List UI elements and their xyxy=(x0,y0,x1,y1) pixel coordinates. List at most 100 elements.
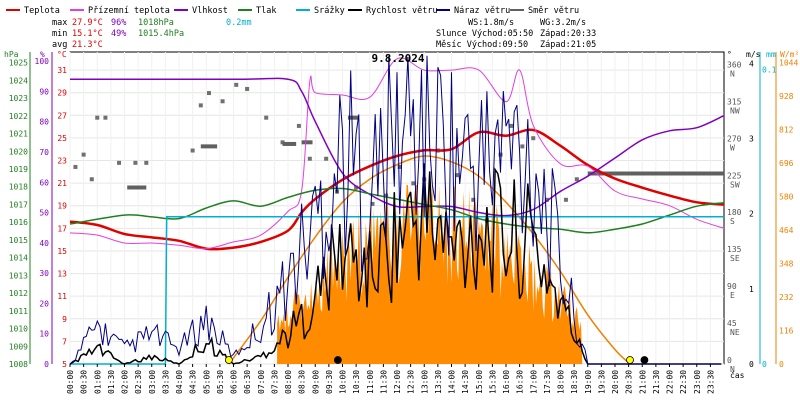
axis-tick-degc: 21 xyxy=(57,179,67,188)
legend-label: Rychlost větru xyxy=(366,6,438,16)
x-tick-label: 21:00 xyxy=(638,370,647,394)
x-tick-label: 07:30 xyxy=(270,370,279,394)
axis-unit-wm2: W/m² xyxy=(780,50,799,59)
axis-tick-wm2: 232 xyxy=(779,293,794,302)
axis-tick-dir-letter: SE xyxy=(730,254,740,263)
x-tick-label: 12:00 xyxy=(393,370,402,394)
x-tick-label: 17:30 xyxy=(543,370,552,394)
axis-tick-mm: 0.1 xyxy=(762,66,777,75)
axis-tick-degc: 19 xyxy=(57,202,67,211)
series-slunce xyxy=(228,155,631,365)
axis-tick-dir: 315 xyxy=(727,97,742,106)
axis-tick-mm: 0 xyxy=(762,360,767,369)
series-teplota xyxy=(69,128,725,251)
axis-tick-wm2: 116 xyxy=(779,326,794,335)
x-tick-label: 19:30 xyxy=(597,370,606,394)
wind-direction-point xyxy=(531,136,536,141)
axis-tick-degc: 15 xyxy=(57,247,67,256)
solar-radiation-area xyxy=(277,184,583,364)
info-text: Západ:20:33 xyxy=(540,29,596,39)
x-tick-label: 08:30 xyxy=(298,370,307,394)
x-tick-label: 16:00 xyxy=(502,370,511,394)
axis-tick-degc: 27 xyxy=(57,111,67,120)
axis-tick-degc: 17 xyxy=(57,224,67,233)
axis-tick-hpa: 1015 xyxy=(9,236,28,245)
series-n-raz-v-tru xyxy=(69,55,722,365)
x-tick-label: 22:30 xyxy=(679,370,688,394)
legend-label: Teplota xyxy=(24,6,60,16)
stat-label: min xyxy=(52,29,67,39)
wind-direction-point xyxy=(544,197,549,202)
x-tick-label: 19:00 xyxy=(584,370,593,394)
axis-unit-mm: mm xyxy=(766,50,776,59)
axis-tick-degc: 7 xyxy=(62,337,67,346)
wind-direction-point xyxy=(296,123,301,128)
axis-tick-dir: 45 xyxy=(727,319,737,328)
x-tick-label: 11:30 xyxy=(379,370,388,394)
series-p-zemn-teplota xyxy=(69,57,725,250)
moon-marker xyxy=(640,356,649,364)
stat-temp: 15.1°C xyxy=(72,29,103,39)
axis-tick-degc: 9 xyxy=(62,315,67,324)
info-text: Západ:21:05 xyxy=(540,40,596,50)
x-tick-label: 00:30 xyxy=(80,370,89,394)
x-tick-label: 20:00 xyxy=(611,370,620,394)
axis-tick-wm2: 1044 xyxy=(779,58,798,67)
axis-tick-hpa: 1022 xyxy=(9,112,28,121)
x-tick-label: 17:00 xyxy=(529,370,538,394)
stat-pressure: 1018hPa xyxy=(138,18,174,28)
info-text: WG:3.2m/s xyxy=(540,18,586,28)
wind-direction-point xyxy=(324,156,329,161)
legend-label: Tlak xyxy=(256,6,276,16)
axis-tick-hpa: 1019 xyxy=(9,165,28,174)
x-tick-label: 02:00 xyxy=(121,370,130,394)
axis-tick-dir-letter: N xyxy=(730,69,735,78)
axis-tick-ms: 3 xyxy=(749,134,754,143)
axis-tick-hpa: 1016 xyxy=(9,218,28,227)
wind-direction-point xyxy=(454,173,459,178)
x-tick-label: 06:00 xyxy=(230,370,239,394)
stat-temp: 21.3°C xyxy=(72,40,103,50)
x-tick-label: 21:30 xyxy=(652,370,661,394)
x-tick-label: 18:30 xyxy=(570,370,579,394)
axis-tick-degc: 11 xyxy=(57,292,67,301)
x-tick-label: 02:30 xyxy=(134,370,143,394)
axis-tick-degc: 13 xyxy=(57,270,67,279)
axis-tick-pct: 0 xyxy=(44,360,49,369)
x-tick-label: 07:00 xyxy=(257,370,266,394)
axis-tick-wm2: 696 xyxy=(779,159,794,168)
wind-direction-point xyxy=(95,115,100,120)
axis-tick-wm2: 464 xyxy=(779,226,794,235)
x-tick-label: 03:00 xyxy=(148,370,157,394)
x-tick-label: 09:00 xyxy=(311,370,320,394)
x-tick-label: 13:30 xyxy=(434,370,443,394)
wind-direction-point xyxy=(245,86,250,91)
axis-tick-pct: 80 xyxy=(39,118,49,127)
axis-tick-dir: 225 xyxy=(727,171,742,180)
axis-tick-dir-letter: S xyxy=(730,217,735,226)
axis-tick-pct: 50 xyxy=(39,209,49,218)
legend-label: Náraz větru xyxy=(454,6,510,16)
axis-tick-hpa: 1021 xyxy=(9,130,28,139)
axis-tick-ms: 2 xyxy=(749,210,754,219)
x-tick-label: 00:00 xyxy=(66,370,75,394)
axis-tick-ms: 4 xyxy=(749,59,754,68)
axis-tick-pct: 90 xyxy=(39,87,49,96)
axis-tick-dir-letter: N xyxy=(730,365,735,374)
axis-tick-wm2: 928 xyxy=(779,92,794,101)
axis-tick-dir: 360 xyxy=(727,60,742,69)
axis-unit-deg: ° xyxy=(727,50,732,59)
x-tick-label: 13:00 xyxy=(420,370,429,394)
axis-tick-hpa: 1014 xyxy=(9,254,28,263)
axis-tick-dir-letter: E xyxy=(730,291,735,300)
x-tick-label: 23:00 xyxy=(693,370,702,394)
x-tick-label: 16:30 xyxy=(516,370,525,394)
info-text: Měsíc Východ:09:50 xyxy=(436,40,528,50)
axis-tick-ms: 1 xyxy=(749,285,754,294)
axis-tick-wm2: 580 xyxy=(779,192,794,201)
axis-tick-pct: 40 xyxy=(39,239,49,248)
wind-direction-point xyxy=(498,152,503,157)
stat-humidity: 49% xyxy=(111,29,126,39)
axis-tick-pct: 10 xyxy=(39,330,49,339)
